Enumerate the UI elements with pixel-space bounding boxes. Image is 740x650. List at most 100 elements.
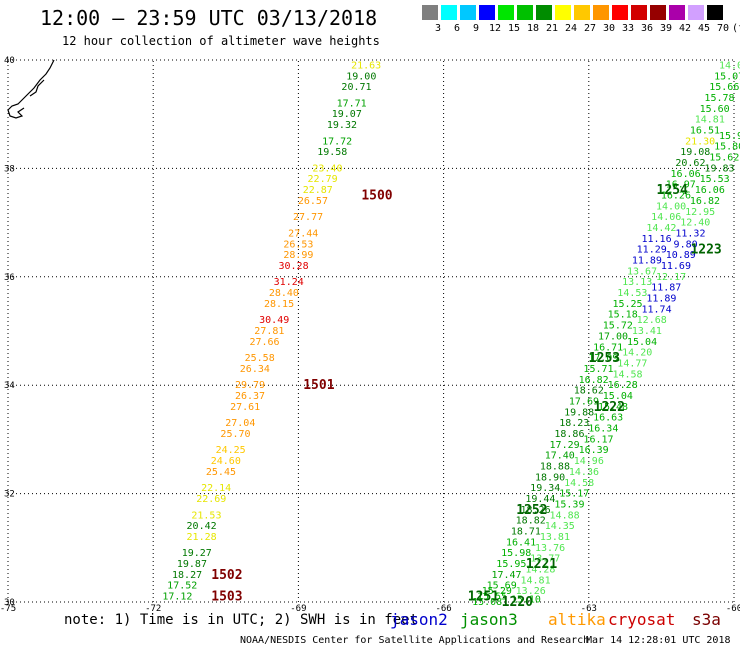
wave-height-value: 17.72 — [322, 136, 352, 147]
pass-number-label: 1251 — [468, 590, 499, 605]
wave-height-value: 14.81 — [521, 575, 551, 586]
wave-height-value: 19.58 — [317, 147, 347, 158]
wave-height-value: 13.67 — [627, 266, 657, 277]
wave-height-value: 22.79 — [308, 174, 338, 185]
wave-height-value: 15.07 — [714, 71, 740, 82]
wave-height-value: 21.63 — [351, 60, 381, 71]
wave-height-value: 27.44 — [288, 228, 318, 239]
wave-height-value: 15.29 — [482, 586, 512, 597]
wave-height-value: 14.28 — [525, 564, 555, 575]
lon-tick-label: -60 — [726, 604, 740, 614]
wave-height-value: 18.88 — [540, 462, 570, 473]
wave-height-value: 16.82 — [690, 196, 720, 207]
lat-tick-label: 40 — [4, 56, 15, 66]
lat-tick-label: 30 — [4, 598, 15, 608]
wave-height-value: 17.47 — [491, 570, 521, 581]
wave-height-value: 20.62 — [675, 158, 705, 169]
wave-height-value: 29.79 — [235, 380, 265, 391]
wave-height-value: 28.99 — [283, 250, 313, 261]
wave-height-value: 19.00 — [346, 71, 376, 82]
wave-height-value: 27.77 — [293, 212, 323, 223]
wave-height-value: 11.32 — [675, 228, 705, 239]
generated-timestamp: Mar 14 12:28:01 UTC 2018 — [586, 635, 731, 646]
wave-height-value: 15.97 — [719, 131, 740, 142]
wave-height-value: 13.76 — [535, 543, 565, 554]
wave-height-value: 11.89 — [632, 256, 662, 267]
wave-height-value: 15.60 — [700, 104, 730, 115]
wave-height-value: 15.04 — [627, 337, 657, 348]
pass-number-label: 1221 — [526, 557, 557, 572]
scale-label: 21 — [545, 23, 559, 34]
wave-height-value: 18.27 — [172, 570, 202, 581]
scale-label: 33 — [621, 23, 635, 34]
wave-height-value: 14.77 — [617, 359, 647, 370]
wave-height-value: 13.81 — [540, 532, 570, 543]
scale-label: 39 — [659, 23, 673, 34]
wave-height-value: 30.28 — [279, 261, 309, 272]
scale-label: 12 — [488, 23, 502, 34]
wave-height-value: 16.82 — [579, 375, 609, 386]
wave-height-value: 11.69 — [661, 261, 691, 272]
wave-height-value: 16.06 — [671, 169, 701, 180]
wave-height-value: 24.25 — [216, 445, 246, 456]
pass-number-label: 1500 — [361, 189, 392, 204]
wave-height-value: 19.87 — [177, 559, 207, 570]
wave-height-value: 19.83 — [704, 163, 734, 174]
wave-height-value: 22.14 — [201, 483, 231, 494]
wave-height-value: 20.71 — [341, 82, 371, 93]
wave-height-value: 11.74 — [642, 304, 672, 315]
wave-height-value: 11.89 — [646, 293, 676, 304]
scale-swatch — [536, 5, 552, 20]
pass-number-label: 1503 — [211, 590, 242, 605]
scale-swatch — [422, 5, 438, 20]
pass-number-label: 1254 — [657, 183, 688, 198]
scale-swatch — [650, 5, 666, 20]
satellite-legend-s3a: s3a — [692, 610, 721, 629]
wave-height-value: 17.29 — [550, 440, 580, 451]
wave-height-value: 14.96 — [574, 456, 604, 467]
scale-swatch — [688, 5, 704, 20]
scale-label: 27 — [583, 23, 597, 34]
wave-height-value: 15.95 — [496, 559, 526, 570]
wave-height-value: 20.42 — [187, 521, 217, 532]
scale-swatch — [707, 5, 723, 20]
scale-swatch — [669, 5, 685, 20]
scale-label: 15 — [507, 23, 521, 34]
wave-height-value: 15.72 — [603, 321, 633, 332]
wave-height-value: 14.20 — [622, 348, 652, 359]
wave-height-value: 25.58 — [245, 353, 275, 364]
wave-height-value: 19.27 — [182, 548, 212, 559]
wave-height-value: 12.68 — [637, 315, 667, 326]
wave-height-value: 15.08 — [472, 597, 502, 608]
wave-height-value: 28.15 — [264, 299, 294, 310]
wave-height-value: 16.71 — [593, 342, 623, 353]
coastline-outline — [7, 59, 55, 119]
map-title: 12:00 – 23:59 UTC 03/13/2018 — [40, 6, 378, 30]
wave-height-value: 14.00 — [656, 201, 686, 212]
wave-height-value: 15.04 — [603, 391, 633, 402]
wave-height-value: 27.66 — [249, 337, 279, 348]
wave-height-value: 15.80 — [714, 142, 740, 153]
wave-height-value: 15.53 — [700, 174, 730, 185]
wave-height-value: 10.89 — [666, 250, 696, 261]
wave-height-value: 11.16 — [642, 234, 672, 245]
wave-height-value: 28.40 — [269, 288, 299, 299]
wave-height-value: 19.08 — [680, 147, 710, 158]
scale-swatch — [498, 5, 514, 20]
wave-height-value: 12.40 — [680, 218, 710, 229]
scale-label: 6 — [453, 23, 461, 34]
wave-height-value: 19.32 — [327, 120, 357, 131]
pass-number-label: 1223 — [690, 243, 721, 258]
scale-swatch — [479, 5, 495, 20]
wave-height-value: 15.62 — [709, 153, 739, 164]
wave-height-value: 25.70 — [220, 429, 250, 440]
wave-height-value: 16.39 — [579, 445, 609, 456]
wave-height-value: 18.23 — [559, 418, 589, 429]
lon-tick-label: -63 — [581, 604, 597, 614]
map-subtitle: 12 hour collection of altimeter wave hei… — [62, 34, 380, 48]
wave-height-value: 15.69 — [487, 581, 517, 592]
wave-height-value: 31.24 — [274, 277, 304, 288]
wave-height-value: 11.87 — [651, 283, 681, 294]
wave-height-value: 15.39 — [554, 499, 584, 510]
